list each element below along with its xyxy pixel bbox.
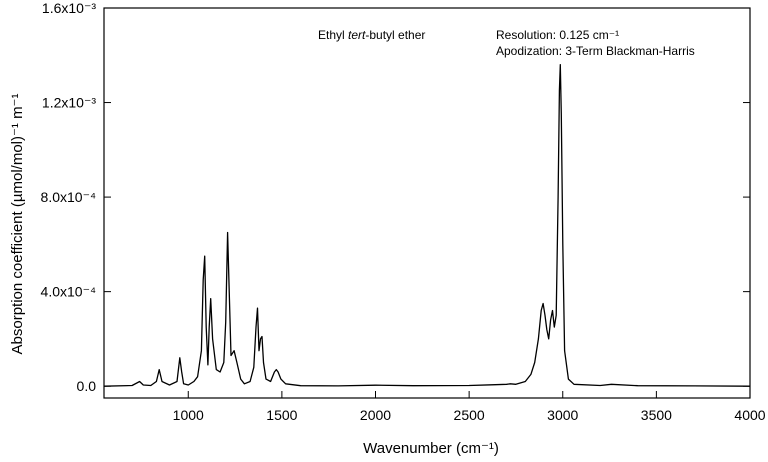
y-tick-label: 4.0x10⁻⁴	[41, 284, 96, 300]
plot-frame	[103, 7, 751, 399]
x-tick-label: 2500	[454, 407, 485, 423]
x-tick-label: 3000	[547, 407, 578, 423]
y-tick-label: 0.0	[77, 378, 97, 394]
x-tick-label: 1500	[266, 407, 297, 423]
x-axis-ticks: 1000 1500 2000 2500 3000 3500 4000	[173, 391, 766, 423]
spectrum-line	[103, 64, 751, 387]
y-axis-ticks: 0.0 4.0x10⁻⁴ 8.0x10⁻⁴ 1.2x10⁻³ 1.6x10⁻³	[41, 0, 750, 394]
apodization-annotation: Apodization: 3-Term Blackman-Harris	[496, 44, 695, 58]
compound-annotation-part-1: Ethyl	[318, 28, 348, 42]
y-tick-label: 8.0x10⁻⁴	[41, 189, 96, 205]
x-tick-label: 4000	[734, 407, 765, 423]
x-tick-label: 3500	[641, 407, 672, 423]
resolution-annotation: Resolution: 0.125 cm⁻¹	[496, 28, 619, 42]
compound-annotation-part-2: tert	[348, 28, 366, 42]
y-tick-label: 1.2x10⁻³	[42, 95, 96, 111]
x-tick-label: 1000	[173, 407, 204, 423]
x-tick-label: 2000	[360, 407, 391, 423]
compound-annotation: Ethyl tert-butyl ether	[318, 28, 425, 42]
x-axis-label: Wavenumber (cm⁻¹)	[363, 440, 499, 457]
compound-annotation-part-3: -butyl ether	[365, 28, 425, 42]
y-tick-label: 1.6x10⁻³	[42, 0, 96, 16]
y-axis-label: Absorption coefficient (µmol/mol)⁻¹ m⁻¹	[9, 94, 26, 355]
